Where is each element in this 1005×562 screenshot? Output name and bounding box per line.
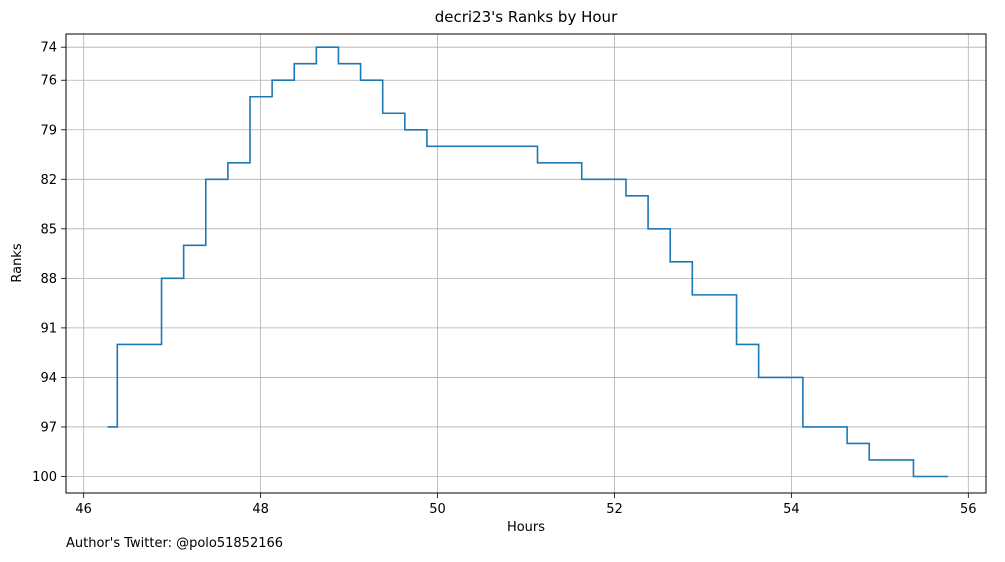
author-credit: Author's Twitter: @polo51852166 [66,536,284,551]
x-tick-label: 46 [75,502,92,517]
x-tick-label: 54 [783,502,800,517]
y-axis: 74 76 79 82 85 88 91 94 97 100 [32,41,66,485]
x-tick-label: 48 [252,502,269,517]
rank-step-line [107,46,948,478]
x-tick-label: 50 [429,502,446,517]
grid [66,34,986,493]
chart-title: decri23's Ranks by Hour [435,8,618,26]
x-axis: 46 48 50 52 54 56 [75,493,977,517]
plot-frame [65,33,987,494]
y-tick-label: 85 [40,222,57,237]
y-tick-label: 91 [40,321,57,336]
y-tick-label: 97 [40,420,57,435]
y-tick-label: 88 [40,272,57,287]
y-axis-label: Ranks [10,243,25,282]
x-axis-label: Hours [507,520,545,535]
y-tick-label: 74 [40,41,57,56]
y-tick-label: 94 [40,371,57,386]
y-tick-label: 79 [40,123,57,138]
y-tick-label: 100 [32,470,57,485]
series [107,46,948,478]
x-tick-label: 56 [960,502,977,517]
y-tick-label: 76 [40,74,57,89]
x-tick-label: 52 [606,502,623,517]
y-tick-label: 82 [40,173,57,188]
